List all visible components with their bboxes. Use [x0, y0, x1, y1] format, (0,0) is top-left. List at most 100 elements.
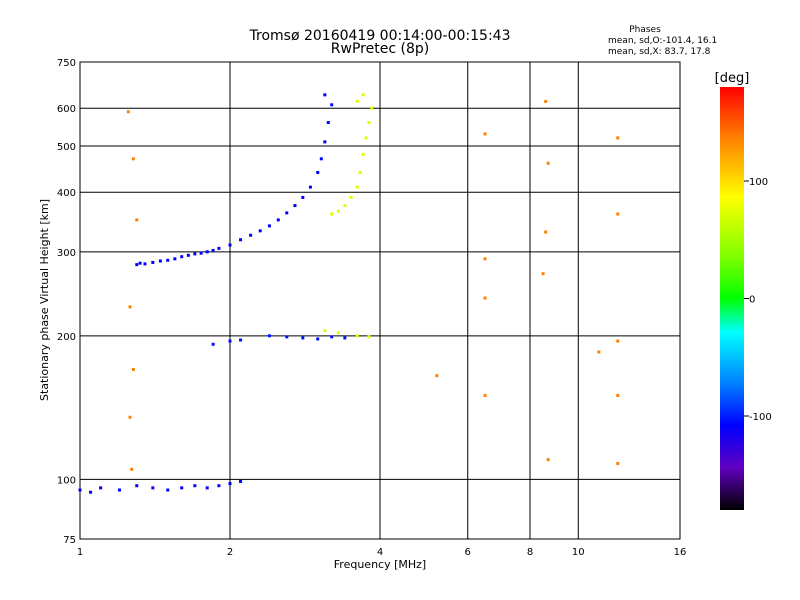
echo-point [323, 329, 327, 333]
echo-point [616, 212, 620, 216]
echo-point [285, 335, 289, 339]
colorbar-tick-label: -100 [749, 412, 772, 423]
grid-lines [80, 62, 680, 539]
echo-point [228, 339, 232, 343]
echo-point [323, 140, 327, 144]
x-tick-label: 2 [227, 547, 233, 558]
echo-point [336, 209, 340, 213]
echo-point [99, 486, 103, 490]
echo-point [301, 195, 305, 199]
echo-point [367, 121, 371, 125]
echo-point [258, 229, 262, 233]
y-tick-label: 500 [57, 142, 76, 153]
echo-point [483, 393, 487, 397]
echo-point [483, 257, 487, 261]
y-tick-label: 300 [57, 248, 76, 259]
y-tick-label: 400 [57, 188, 76, 199]
colorbar: [deg] 100 0 -100 [715, 71, 772, 510]
echo-point [211, 248, 215, 252]
y-tick-label: 750 [57, 58, 76, 69]
echo-point [546, 161, 550, 165]
x-tick-label: 4 [377, 547, 383, 558]
echo-point [483, 132, 487, 136]
echo-point [135, 484, 139, 488]
colorbar-gradient [720, 87, 744, 510]
y-axis-ticks: 75 100 200 300 400 500 600 750 [57, 58, 76, 546]
echo-point [483, 296, 487, 300]
echo-point [151, 260, 155, 264]
echo-point [128, 305, 132, 309]
echo-point [180, 486, 184, 490]
echo-point [130, 467, 134, 471]
x-tick-label: 8 [527, 547, 533, 558]
stats-line-x: mean, sd,X: 83.7, 17.8 [608, 47, 711, 57]
echo-point [193, 252, 197, 256]
echo-point [193, 484, 197, 488]
echo-point [135, 263, 139, 267]
echo-point [367, 335, 371, 339]
echo-point [355, 334, 359, 338]
echo-point [205, 486, 209, 490]
echo-point [336, 331, 340, 335]
colorbar-tick-label: 100 [749, 177, 768, 188]
echo-point [616, 393, 620, 397]
echo-point [158, 259, 162, 263]
echo-point [323, 93, 327, 97]
echo-point [180, 255, 184, 259]
echo-point [330, 212, 334, 216]
echo-point [364, 136, 368, 140]
echo-point [293, 204, 297, 208]
echo-point [135, 218, 139, 222]
echo-point [355, 185, 359, 189]
echo-point [326, 121, 330, 125]
stats-line-o: mean, sd,O:-101.4, 16.1 [608, 36, 717, 46]
echo-point [301, 336, 305, 340]
echo-point [89, 490, 93, 494]
echo-point [597, 350, 601, 354]
echo-point [355, 99, 359, 103]
echo-point [205, 250, 209, 254]
chart-title-line1: Tromsø 20160419 00:14:00-00:15:43 [249, 28, 511, 44]
echo-point [151, 486, 155, 490]
echo-point [173, 257, 177, 261]
echo-point [541, 272, 545, 276]
y-tick-label: 600 [57, 104, 76, 115]
echo-point [616, 461, 620, 465]
x-axis-ticks: 1 2 4 6 8 10 16 [77, 547, 687, 558]
y-tick-label: 200 [57, 332, 76, 343]
echo-point [217, 246, 221, 250]
echo-point [361, 93, 365, 97]
echo-point [285, 211, 289, 215]
echo-point [217, 484, 221, 488]
echo-point [166, 258, 170, 262]
echo-point [330, 335, 334, 339]
echo-point [316, 337, 320, 341]
echo-point [166, 488, 170, 492]
colorbar-tick-label: 0 [749, 295, 755, 306]
echo-point [143, 262, 147, 266]
y-axis-label: Stationary phase Virtual Height [km] [38, 199, 51, 401]
colorbar-label: [deg] [715, 71, 750, 86]
echo-point [330, 103, 334, 107]
echo-point [358, 170, 362, 174]
echo-point [316, 170, 320, 174]
chart-title-line2: RwPretec (8p) [331, 41, 429, 57]
y-tick-label: 75 [63, 535, 76, 546]
echo-point [239, 479, 243, 483]
x-tick-label: 6 [465, 547, 471, 558]
echo-point [319, 157, 323, 161]
y-tick-label: 100 [57, 475, 76, 486]
echo-point [186, 253, 190, 257]
echo-point [616, 339, 620, 343]
echo-point [343, 336, 347, 340]
echo-point [544, 230, 548, 234]
echo-point [239, 338, 243, 342]
echo-point [126, 110, 130, 114]
echo-point [546, 458, 550, 462]
echo-point [349, 195, 353, 199]
echo-point [78, 488, 82, 492]
echo-point [249, 233, 253, 237]
echo-point [276, 218, 280, 222]
echo-point [239, 238, 243, 242]
